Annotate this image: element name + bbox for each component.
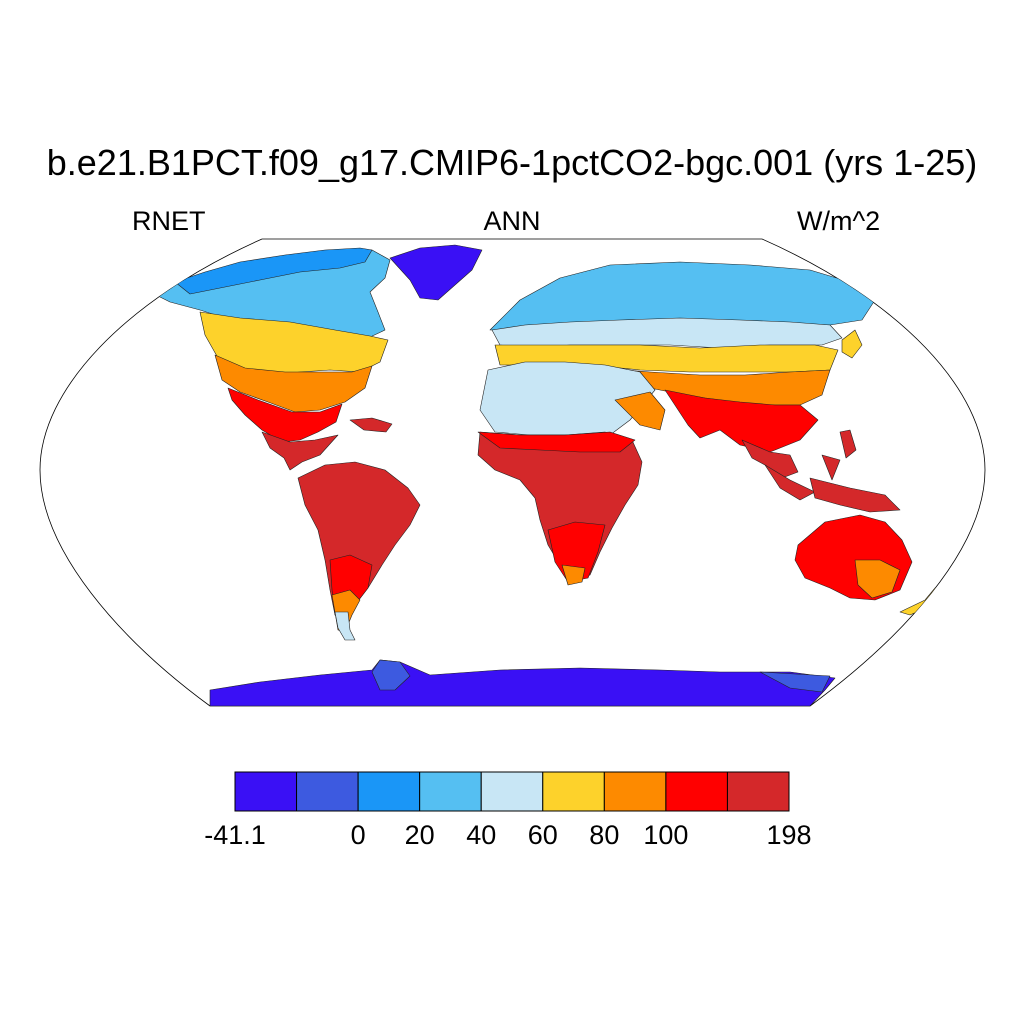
colorbar-tick-label: 80 bbox=[589, 820, 620, 850]
colorbar-swatch-3 bbox=[419, 771, 482, 812]
north-america bbox=[149, 247, 393, 471]
variable-label: RNET bbox=[132, 206, 206, 236]
colorbar-swatch-5 bbox=[542, 771, 605, 812]
plot-title: b.e21.B1PCT.f09_g17.CMIP6-1pctCO2-bgc.00… bbox=[46, 142, 978, 183]
colorbar-swatch-7 bbox=[665, 771, 728, 812]
colorbar-tick-label: 20 bbox=[404, 820, 435, 850]
colorbar-tick-label: 198 bbox=[766, 820, 812, 850]
colorbar-swatch-6 bbox=[603, 771, 667, 812]
australia bbox=[794, 514, 946, 616]
colorbar-tick-label: 40 bbox=[466, 820, 497, 850]
units-label: W/m^2 bbox=[797, 206, 881, 236]
colorbar-swatch-8 bbox=[726, 771, 790, 812]
colorbar-tick-label: -41.1 bbox=[204, 820, 266, 850]
colorbar-swatch-0 bbox=[234, 771, 298, 812]
se-asia-islands bbox=[764, 429, 901, 513]
africa bbox=[477, 361, 666, 586]
colorbar-swatch-1 bbox=[296, 771, 359, 812]
colorbar-tick-label: 0 bbox=[350, 820, 366, 850]
colorbar-tick-label: 100 bbox=[643, 820, 689, 850]
colorbar-swatch-2 bbox=[357, 771, 421, 812]
antarctica bbox=[209, 659, 836, 706]
colorbar-tick-label: 60 bbox=[527, 820, 558, 850]
south-america bbox=[297, 461, 421, 641]
colorbar bbox=[234, 771, 790, 812]
season-label: ANN bbox=[483, 206, 541, 236]
greenland bbox=[389, 244, 483, 301]
eurasia bbox=[489, 261, 876, 479]
colorbar-swatch-4 bbox=[480, 771, 544, 812]
